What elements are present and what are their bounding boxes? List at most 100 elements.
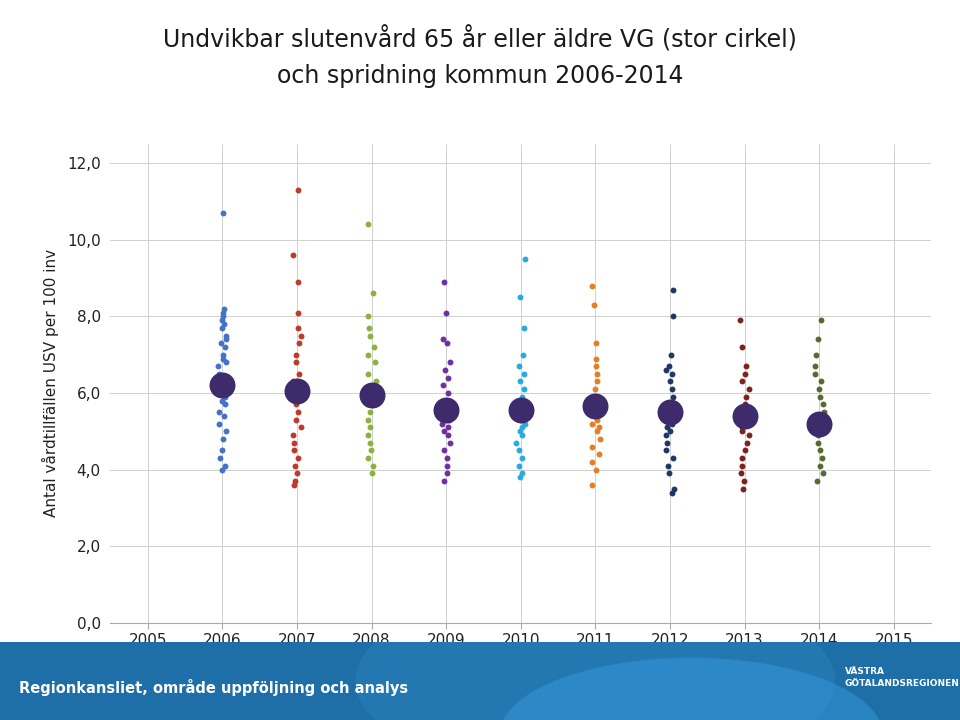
Point <box>658 410 673 422</box>
Point <box>515 422 530 433</box>
Point <box>439 468 454 480</box>
Text: Regionkansliet, område uppföljning och analys: Regionkansliet, område uppföljning och a… <box>19 679 408 696</box>
Point <box>666 399 682 410</box>
Point <box>440 406 455 418</box>
Text: Undvikbar slutenvård 65 år eller äldre VG (stor cirkel): Undvikbar slutenvård 65 år eller äldre V… <box>163 27 797 53</box>
Point <box>735 414 751 426</box>
Point <box>813 376 828 387</box>
Point <box>660 422 675 433</box>
Point <box>216 410 231 422</box>
Point <box>665 406 681 418</box>
Point <box>733 468 749 480</box>
Point <box>362 422 377 433</box>
Point <box>516 399 532 410</box>
Point <box>811 418 827 429</box>
Point <box>808 349 824 361</box>
Point <box>360 429 375 441</box>
Point <box>436 475 451 487</box>
Point <box>665 452 681 464</box>
Point <box>361 414 376 426</box>
Point <box>591 391 607 402</box>
Point <box>286 429 301 441</box>
Point <box>660 437 675 449</box>
Point <box>214 464 229 475</box>
Point <box>738 361 754 372</box>
Text: VÄSTRA
GÖTALANDSREGIONEN: VÄSTRA GÖTALANDSREGIONEN <box>845 667 960 688</box>
Point <box>363 330 378 341</box>
Point <box>588 400 603 412</box>
Point <box>664 368 680 379</box>
Point <box>661 414 677 426</box>
Point <box>219 356 234 368</box>
Point <box>815 399 830 410</box>
Point <box>516 383 532 395</box>
Point <box>436 445 451 456</box>
Point <box>739 410 755 422</box>
Point <box>591 422 607 433</box>
Point <box>664 487 680 498</box>
Point <box>290 307 305 318</box>
Point <box>587 399 602 410</box>
Point <box>215 433 230 445</box>
Point <box>360 368 375 379</box>
Point <box>662 406 678 418</box>
Point <box>435 379 450 391</box>
Point <box>812 445 828 456</box>
Point <box>814 426 829 437</box>
Point <box>212 452 228 464</box>
Ellipse shape <box>499 658 883 720</box>
Point <box>286 391 301 402</box>
Point <box>807 422 823 433</box>
Point <box>515 406 530 418</box>
Point <box>741 429 756 441</box>
Point <box>590 410 606 422</box>
Point <box>360 349 375 361</box>
Point <box>659 429 674 441</box>
Point <box>441 387 456 399</box>
Point <box>287 475 302 487</box>
Point <box>661 468 677 480</box>
Point <box>664 418 680 429</box>
Point <box>588 338 604 349</box>
Point <box>813 315 828 326</box>
Point <box>214 315 229 326</box>
Point <box>741 383 756 395</box>
Point <box>737 410 753 422</box>
Point <box>437 426 452 437</box>
Point <box>513 472 528 483</box>
Point <box>588 361 604 372</box>
Point <box>361 310 376 322</box>
Point <box>738 406 754 418</box>
Point <box>290 322 305 333</box>
Ellipse shape <box>355 584 835 720</box>
Point <box>736 418 752 429</box>
Point <box>443 356 458 368</box>
Point <box>591 406 607 418</box>
Point <box>360 219 375 230</box>
Point <box>285 249 300 261</box>
Point <box>513 405 528 416</box>
Point <box>290 184 305 196</box>
Point <box>367 356 382 368</box>
Point <box>584 418 599 429</box>
Point <box>365 391 380 402</box>
Point <box>211 418 227 429</box>
Point <box>216 318 231 330</box>
Point <box>666 483 682 495</box>
Point <box>515 452 530 464</box>
Point <box>663 349 679 361</box>
Point <box>589 426 605 437</box>
Point <box>737 368 753 379</box>
Point <box>734 426 750 437</box>
Point <box>440 460 455 472</box>
Point <box>439 452 454 464</box>
Point <box>586 299 601 310</box>
Point <box>509 437 524 449</box>
Point <box>291 379 306 391</box>
Point <box>660 460 675 472</box>
Point <box>360 399 375 410</box>
Point <box>516 322 532 333</box>
Point <box>289 385 304 397</box>
Point <box>514 414 529 426</box>
Point <box>365 468 380 480</box>
